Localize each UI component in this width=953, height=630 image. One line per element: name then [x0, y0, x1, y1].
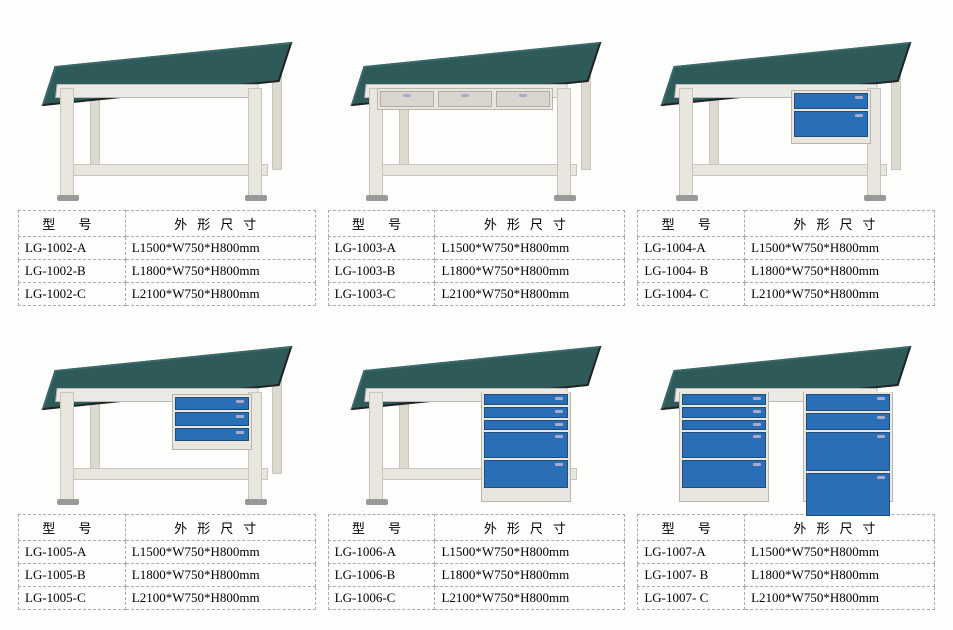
header-model: 型 号 — [638, 515, 745, 541]
cell-dims: L2100*W750*H800mm — [125, 587, 315, 610]
drawer-unit — [791, 90, 871, 144]
cell-dims: L1800*W750*H800mm — [125, 564, 315, 587]
table-row: LG-1002-BL1800*W750*H800mm — [19, 260, 316, 283]
product-image — [328, 324, 626, 514]
product-card: 型 号外形尺寸LG-1003-AL1500*W750*H800mmLG-1003… — [328, 20, 626, 306]
header-model: 型 号 — [328, 515, 435, 541]
product-card: 型 号外形尺寸LG-1006-AL1500*W750*H800mmLG-1006… — [328, 324, 626, 610]
spec-table: 型 号外形尺寸LG-1006-AL1500*W750*H800mmLG-1006… — [328, 514, 626, 610]
workbench-illustration — [661, 44, 911, 204]
cell-dims: L2100*W750*H800mm — [435, 587, 625, 610]
header-dims: 外形尺寸 — [435, 211, 625, 237]
header-model: 型 号 — [19, 515, 126, 541]
header-dims: 外形尺寸 — [745, 515, 935, 541]
spec-table: 型 号外形尺寸LG-1007-AL1500*W750*H800mmLG-1007… — [637, 514, 935, 610]
table-row: LG-1005-BL1800*W750*H800mm — [19, 564, 316, 587]
table-row: LG-1005-AL1500*W750*H800mm — [19, 541, 316, 564]
table-row: LG-1002-CL2100*W750*H800mm — [19, 283, 316, 306]
cell-model: LG-1003-C — [328, 283, 435, 306]
table-row: LG-1004-AL1500*W750*H800mm — [638, 237, 935, 260]
workbench-illustration — [42, 348, 292, 508]
table-row: LG-1002-AL1500*W750*H800mm — [19, 237, 316, 260]
cell-model: LG-1004- B — [638, 260, 745, 283]
workbench-illustration — [42, 44, 292, 204]
table-row: LG-1003-AL1500*W750*H800mm — [328, 237, 625, 260]
table-row: LG-1006-AL1500*W750*H800mm — [328, 541, 625, 564]
cell-dims: L2100*W750*H800mm — [745, 283, 935, 306]
cell-model: LG-1007-A — [638, 541, 745, 564]
header-dims: 外形尺寸 — [125, 211, 315, 237]
cell-model: LG-1006-B — [328, 564, 435, 587]
table-row: LG-1007-AL1500*W750*H800mm — [638, 541, 935, 564]
cell-model: LG-1006-A — [328, 541, 435, 564]
spec-table: 型 号外形尺寸LG-1005-AL1500*W750*H800mmLG-1005… — [18, 514, 316, 610]
product-card: 型 号外形尺寸LG-1002-AL1500*W750*H800mmLG-1002… — [18, 20, 316, 306]
cell-dims: L2100*W750*H800mm — [745, 587, 935, 610]
product-card: 型 号外形尺寸LG-1005-AL1500*W750*H800mmLG-1005… — [18, 324, 316, 610]
cell-dims: L1800*W750*H800mm — [435, 260, 625, 283]
table-row: LG-1003-BL1800*W750*H800mm — [328, 260, 625, 283]
workbench-illustration — [351, 348, 601, 508]
cell-model: LG-1002-A — [19, 237, 126, 260]
product-card: 型 号外形尺寸LG-1004-AL1500*W750*H800mmLG-1004… — [637, 20, 935, 306]
cell-model: LG-1002-C — [19, 283, 126, 306]
cell-dims: L1500*W750*H800mm — [745, 237, 935, 260]
workbench-illustration — [661, 348, 911, 508]
spec-table: 型 号外形尺寸LG-1004-AL1500*W750*H800mmLG-1004… — [637, 210, 935, 306]
cell-dims: L1500*W750*H800mm — [435, 237, 625, 260]
table-row: LG-1006-CL2100*W750*H800mm — [328, 587, 625, 610]
cell-model: LG-1004-A — [638, 237, 745, 260]
table-row: LG-1007- CL2100*W750*H800mm — [638, 587, 935, 610]
cell-dims: L2100*W750*H800mm — [125, 283, 315, 306]
product-image — [328, 20, 626, 210]
spec-table: 型 号外形尺寸LG-1003-AL1500*W750*H800mmLG-1003… — [328, 210, 626, 306]
drawer-unit — [172, 394, 252, 450]
drawer-unit — [803, 392, 893, 502]
product-image — [18, 20, 316, 210]
drawer-unit — [481, 392, 571, 502]
workbench-illustration — [351, 44, 601, 204]
table-row: LG-1005-CL2100*W750*H800mm — [19, 587, 316, 610]
product-image — [637, 20, 935, 210]
cell-model: LG-1007- B — [638, 564, 745, 587]
cell-model: LG-1004- C — [638, 283, 745, 306]
header-model: 型 号 — [328, 211, 435, 237]
cell-dims: L1500*W750*H800mm — [125, 237, 315, 260]
cell-model: LG-1002-B — [19, 260, 126, 283]
cell-dims: L1800*W750*H800mm — [125, 260, 315, 283]
table-row: LG-1006-BL1800*W750*H800mm — [328, 564, 625, 587]
table-row: LG-1007- BL1800*W750*H800mm — [638, 564, 935, 587]
product-image — [18, 324, 316, 514]
header-dims: 外形尺寸 — [125, 515, 315, 541]
table-row: LG-1003-CL2100*W750*H800mm — [328, 283, 625, 306]
spec-table: 型 号外形尺寸LG-1002-AL1500*W750*H800mmLG-1002… — [18, 210, 316, 306]
cell-model: LG-1003-A — [328, 237, 435, 260]
cell-dims: L1500*W750*H800mm — [125, 541, 315, 564]
table-row: LG-1004- CL2100*W750*H800mm — [638, 283, 935, 306]
cell-dims: L1800*W750*H800mm — [745, 260, 935, 283]
cell-dims: L2100*W750*H800mm — [435, 283, 625, 306]
cell-model: LG-1005-B — [19, 564, 126, 587]
header-dims: 外形尺寸 — [435, 515, 625, 541]
table-row: LG-1004- BL1800*W750*H800mm — [638, 260, 935, 283]
cell-model: LG-1007- C — [638, 587, 745, 610]
header-dims: 外形尺寸 — [745, 211, 935, 237]
cell-dims: L1800*W750*H800mm — [745, 564, 935, 587]
cell-model: LG-1003-B — [328, 260, 435, 283]
cell-model: LG-1005-A — [19, 541, 126, 564]
cell-model: LG-1005-C — [19, 587, 126, 610]
header-model: 型 号 — [638, 211, 745, 237]
cell-dims: L1500*W750*H800mm — [435, 541, 625, 564]
cell-model: LG-1006-C — [328, 587, 435, 610]
product-image — [637, 324, 935, 514]
cell-dims: L1800*W750*H800mm — [435, 564, 625, 587]
product-card: 型 号外形尺寸LG-1007-AL1500*W750*H800mmLG-1007… — [637, 324, 935, 610]
cell-dims: L1500*W750*H800mm — [745, 541, 935, 564]
header-model: 型 号 — [19, 211, 126, 237]
drawer-unit — [679, 392, 769, 502]
